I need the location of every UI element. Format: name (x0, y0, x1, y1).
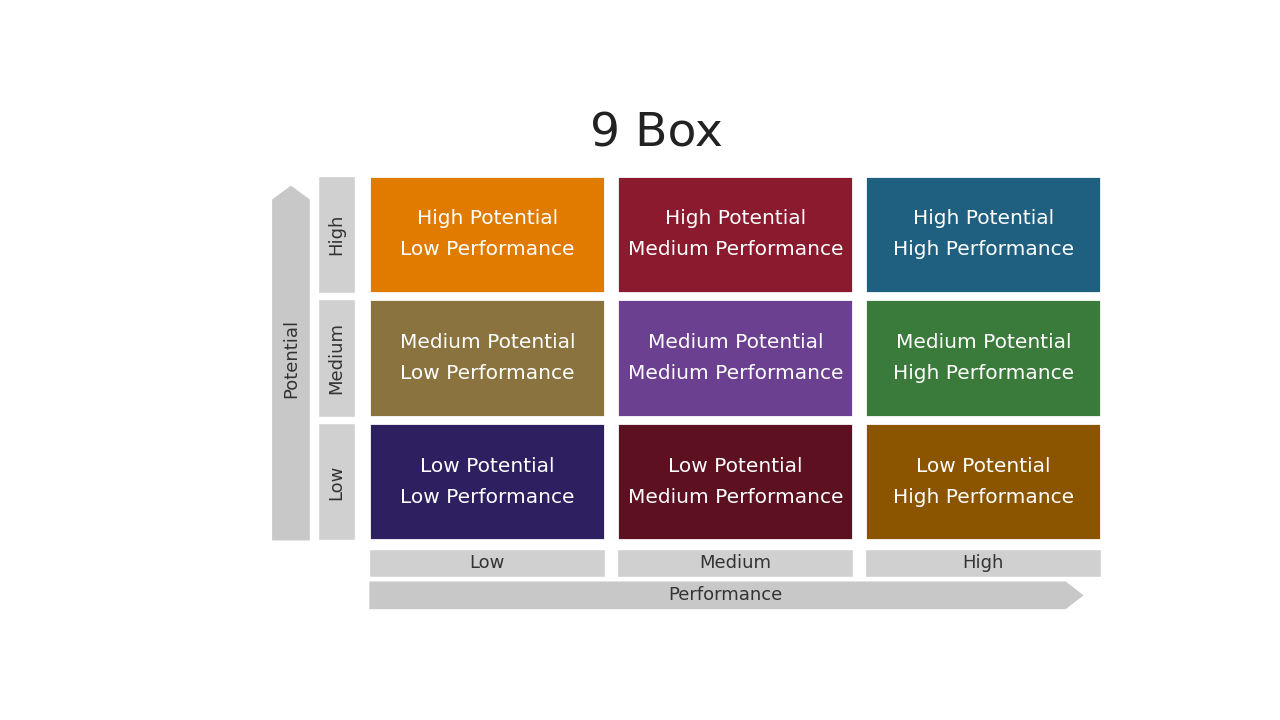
Bar (617, 549, 854, 577)
Bar (617, 176, 854, 293)
Bar (317, 423, 356, 541)
Text: Low: Low (328, 464, 346, 500)
Text: Low Potential: Low Potential (668, 457, 803, 476)
FancyArrow shape (273, 186, 310, 541)
Bar (317, 176, 356, 293)
Bar (865, 549, 1101, 577)
Bar (370, 176, 605, 293)
Text: Medium: Medium (699, 554, 772, 572)
Text: High: High (328, 214, 346, 255)
Text: Low: Low (470, 554, 506, 572)
Text: 9 Box: 9 Box (590, 112, 722, 156)
Bar (317, 300, 356, 417)
Text: Medium: Medium (328, 322, 346, 394)
Text: High Performance: High Performance (892, 240, 1074, 259)
Text: Medium Performance: Medium Performance (627, 488, 844, 507)
Text: Medium Performance: Medium Performance (627, 240, 844, 259)
Bar (617, 300, 854, 417)
Bar (370, 300, 605, 417)
Bar (865, 176, 1101, 293)
Text: Medium Performance: Medium Performance (627, 364, 844, 383)
Text: Low Performance: Low Performance (401, 240, 575, 259)
FancyArrow shape (370, 582, 1084, 609)
Text: Low Performance: Low Performance (401, 364, 575, 383)
Text: Medium Potential: Medium Potential (399, 333, 575, 352)
Text: Medium Potential: Medium Potential (648, 333, 823, 352)
Bar (370, 423, 605, 541)
Text: High Performance: High Performance (892, 364, 1074, 383)
Text: High Potential: High Potential (417, 210, 558, 228)
Bar (370, 549, 605, 577)
Text: Potential: Potential (282, 318, 300, 397)
Bar (865, 300, 1101, 417)
Text: Performance: Performance (668, 586, 782, 604)
Text: High Potential: High Potential (913, 210, 1053, 228)
Bar (617, 423, 854, 541)
Text: Low Performance: Low Performance (401, 488, 575, 507)
Text: High: High (963, 554, 1004, 572)
Text: Low Potential: Low Potential (916, 457, 1051, 476)
Text: High Performance: High Performance (892, 488, 1074, 507)
Text: Low Potential: Low Potential (420, 457, 554, 476)
Bar (865, 423, 1101, 541)
Text: High Potential: High Potential (664, 210, 806, 228)
Text: Medium Potential: Medium Potential (896, 333, 1071, 352)
